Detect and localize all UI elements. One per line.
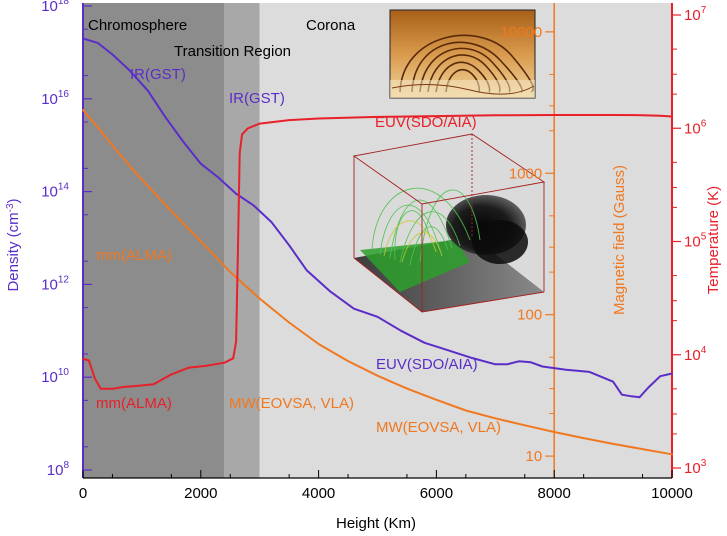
temperature-tick-label: 104 bbox=[684, 345, 707, 364]
annotation-euv-aia-purple: EUV(SDO/AIA) bbox=[376, 356, 478, 373]
region-transition-region bbox=[224, 3, 260, 478]
magnetic-tick-label: 10 bbox=[526, 448, 543, 465]
coronal-loops-inset bbox=[389, 9, 536, 99]
density-tick-label: 1014 bbox=[41, 182, 69, 201]
density-tick-label: 1018 bbox=[41, 0, 69, 15]
atmosphere-regions bbox=[83, 3, 672, 478]
density-axis-title: Density (cm-3) bbox=[5, 198, 22, 291]
annotation-mw-eovsa-vla-1: MW(EOVSA, VLA) bbox=[229, 395, 354, 412]
x-tick-label: 2000 bbox=[184, 485, 217, 502]
axes: 0 2000 4000 6000 8000 10000108101010121014101… bbox=[41, 0, 707, 502]
magnetic-field-3d-inset bbox=[352, 133, 546, 313]
series-line-temperature bbox=[82, 114, 673, 390]
temperature-axis-title: Temperature (K) bbox=[705, 186, 722, 294]
density-tick-label: 1012 bbox=[41, 274, 69, 293]
annotation-ir-gst-2: IR(GST) bbox=[229, 90, 285, 107]
magnetic-tick-label: 10000 bbox=[500, 24, 542, 41]
x-tick-label: 10000 bbox=[651, 485, 693, 502]
temperature-tick-label: 105 bbox=[684, 232, 707, 251]
density-tick-label: 1016 bbox=[41, 89, 69, 108]
annotation-euv-aia-red: EUV(SDO/AIA) bbox=[375, 114, 477, 131]
x-tick-label: 4000 bbox=[302, 485, 335, 502]
series-line-magnetic-field bbox=[82, 109, 673, 456]
magnetic-axis-title: Magnetic field (Gauss) bbox=[611, 165, 628, 315]
temperature-tick-label: 106 bbox=[684, 118, 707, 137]
density-tick-label: 1010 bbox=[41, 367, 69, 386]
magnetic-tick-label: 100 bbox=[517, 307, 542, 324]
data-series bbox=[82, 37, 673, 456]
x-axis-title: Height (Km) bbox=[336, 515, 416, 532]
magnetic-tick-label: 1000 bbox=[509, 165, 542, 182]
temperature-tick-label: 107 bbox=[684, 5, 707, 24]
region-label-corona: Corona bbox=[306, 17, 356, 34]
x-tick-label: 6000 bbox=[420, 485, 453, 502]
region-label-chromosphere: Chromosphere bbox=[88, 17, 187, 34]
x-tick-label: 0 bbox=[79, 485, 87, 502]
temperature-tick-label: 103 bbox=[684, 458, 707, 477]
annotation-mm-alma-orange: mm(ALMA) bbox=[96, 247, 172, 264]
region-label-transition: Transition Region bbox=[174, 43, 291, 60]
annotation-mw-eovsa-vla-2: MW(EOVSA, VLA) bbox=[376, 419, 501, 436]
annotation-mm-alma-red: mm(ALMA) bbox=[96, 395, 172, 412]
series-line-density bbox=[82, 37, 673, 399]
density-tick-label: 108 bbox=[47, 460, 70, 479]
x-tick-label: 8000 bbox=[538, 485, 571, 502]
annotation-ir-gst-1: IR(GST) bbox=[130, 66, 186, 83]
